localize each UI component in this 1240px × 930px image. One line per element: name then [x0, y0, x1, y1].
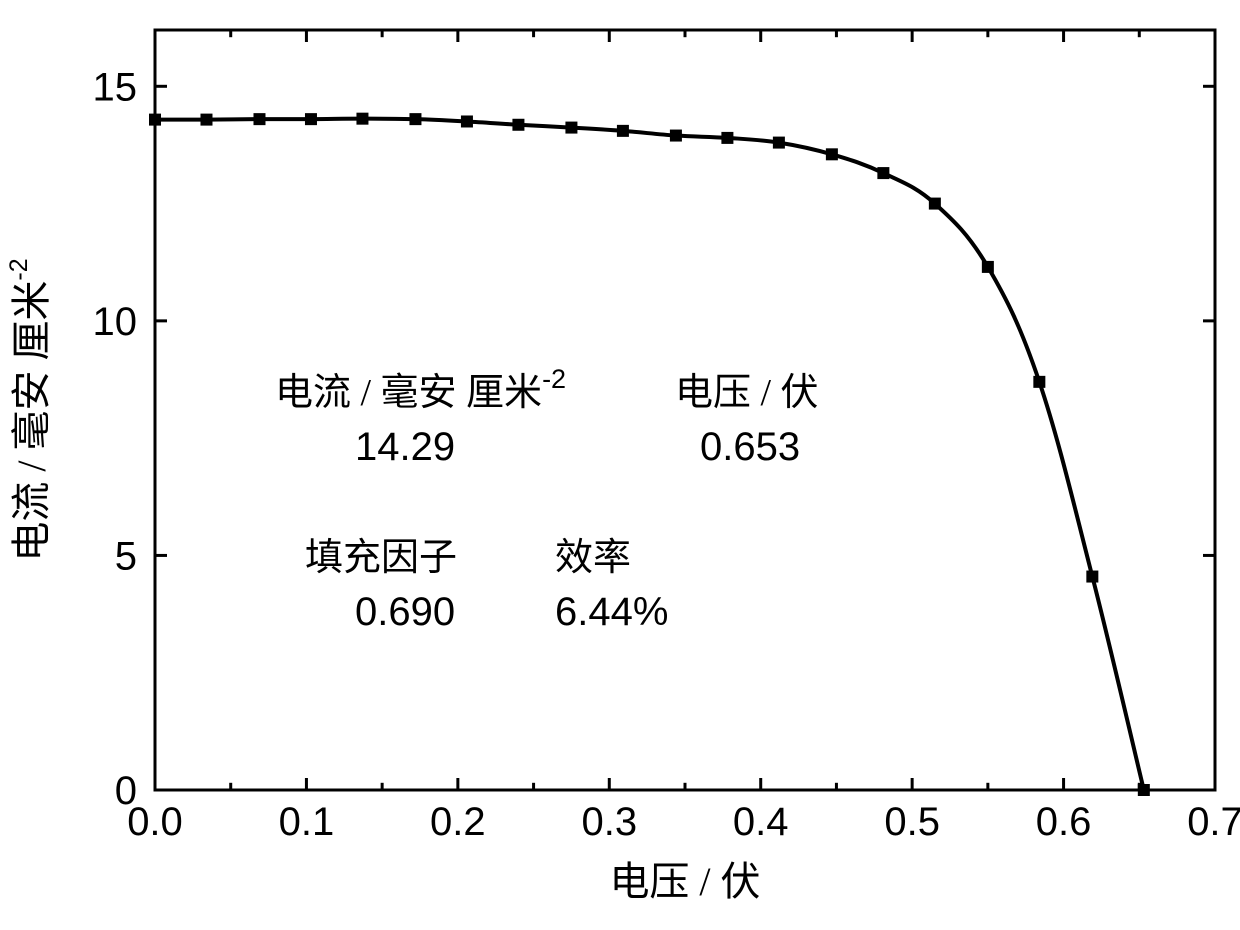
series-marker: [356, 113, 368, 125]
x-tick-label: 0.2: [430, 800, 486, 844]
series-marker: [461, 115, 473, 127]
y-axis-label: 电流 / 毫安 厘米-2: [5, 258, 54, 561]
series-marker: [773, 137, 785, 149]
series-marker: [149, 114, 161, 126]
annotation-ff-value: 0.690: [355, 590, 455, 634]
series-marker: [826, 148, 838, 160]
x-tick-label: 0.7: [1187, 800, 1240, 844]
chart-svg: 0.00.10.20.30.40.50.60.7051015电压 / 伏电流 /…: [0, 0, 1240, 930]
series-marker: [200, 114, 212, 126]
y-tick-label: 10: [93, 300, 138, 344]
series-marker: [721, 132, 733, 144]
series-marker: [670, 130, 682, 142]
series-marker: [512, 119, 524, 131]
annotation-current-value: 14.29: [355, 425, 455, 469]
x-tick-label: 0.3: [581, 800, 637, 844]
annotation-current-label: 电流 / 毫安 厘米-2: [275, 364, 566, 414]
series-marker: [409, 113, 421, 125]
series-marker: [877, 167, 889, 179]
x-tick-label: 0.6: [1036, 800, 1092, 844]
series-marker: [305, 113, 317, 125]
x-tick-label: 0.4: [733, 800, 789, 844]
x-axis-label: 电压 / 伏: [609, 859, 760, 904]
iv-chart: 0.00.10.20.30.40.50.60.7051015电压 / 伏电流 /…: [0, 0, 1240, 930]
annotation-eff-label: 效率: [555, 537, 631, 579]
annotation-voltage-label: 电压 / 伏: [675, 372, 819, 414]
y-tick-label: 5: [115, 534, 137, 578]
y-tick-label: 0: [115, 769, 137, 813]
x-tick-label: 0.1: [279, 800, 335, 844]
series-marker: [929, 198, 941, 210]
series-marker: [1138, 784, 1150, 796]
series-marker: [1086, 571, 1098, 583]
series-marker: [565, 122, 577, 134]
x-tick-label: 0.5: [884, 800, 940, 844]
svg-text:电流 / 毫安 厘米-2: 电流 / 毫安 厘米-2: [5, 258, 54, 561]
annotation-ff-label: 填充因子: [305, 537, 457, 579]
series-marker: [253, 113, 265, 125]
series-marker: [617, 125, 629, 137]
series-marker: [1033, 376, 1045, 388]
series-marker: [982, 261, 994, 273]
annotation-voltage-value: 0.653: [700, 425, 800, 469]
annotation-eff-value: 6.44%: [555, 590, 668, 634]
y-tick-label: 15: [93, 65, 138, 109]
